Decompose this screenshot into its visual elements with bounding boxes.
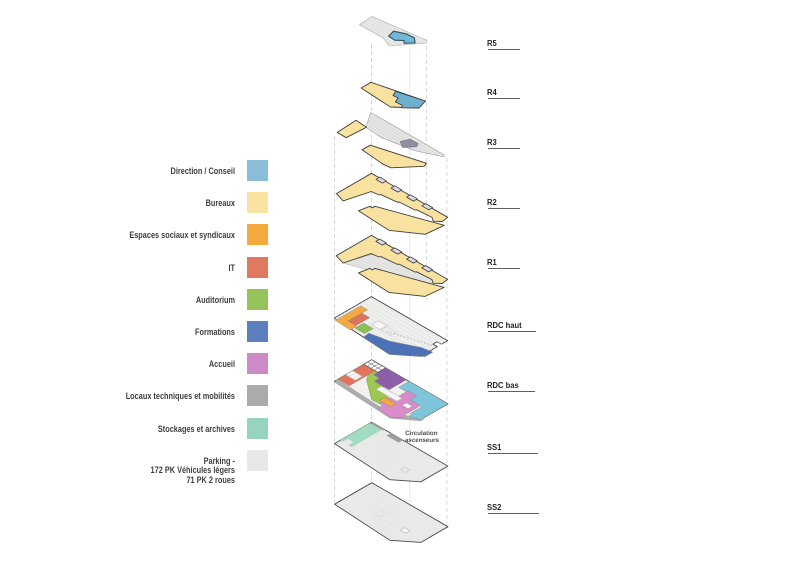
svg-text:ascenseurs: ascenseurs <box>405 437 440 444</box>
svg-text:Circulation: Circulation <box>405 430 438 437</box>
